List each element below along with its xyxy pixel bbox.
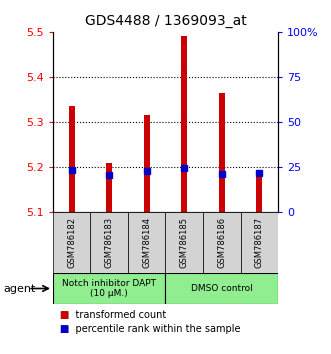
Text: agent: agent <box>3 284 36 293</box>
Text: GSM786183: GSM786183 <box>105 217 114 268</box>
Bar <box>181 36 187 212</box>
Bar <box>53 212 90 273</box>
Text: ■  percentile rank within the sample: ■ percentile rank within the sample <box>60 324 240 334</box>
Text: DMSO control: DMSO control <box>191 284 253 293</box>
Text: GSM786182: GSM786182 <box>67 217 76 268</box>
Text: Notch inhibitor DAPT
(10 μM.): Notch inhibitor DAPT (10 μM.) <box>62 279 156 298</box>
Bar <box>166 273 278 304</box>
Bar <box>69 106 74 212</box>
Bar <box>90 212 128 273</box>
Bar <box>219 93 224 212</box>
Text: ■: ■ <box>60 310 69 320</box>
Text: GSM786185: GSM786185 <box>180 217 189 268</box>
Bar <box>257 172 262 212</box>
Bar <box>128 212 166 273</box>
Bar <box>203 212 241 273</box>
Text: ■  transformed count: ■ transformed count <box>60 310 166 320</box>
Bar <box>144 115 150 212</box>
Text: GSM786184: GSM786184 <box>142 217 151 268</box>
Text: ■: ■ <box>60 324 69 334</box>
Text: GSM786187: GSM786187 <box>255 217 264 268</box>
Text: GDS4488 / 1369093_at: GDS4488 / 1369093_at <box>85 14 246 28</box>
Bar <box>106 163 112 212</box>
Bar <box>241 212 278 273</box>
Bar <box>166 212 203 273</box>
Bar <box>53 273 166 304</box>
Text: GSM786186: GSM786186 <box>217 217 226 268</box>
